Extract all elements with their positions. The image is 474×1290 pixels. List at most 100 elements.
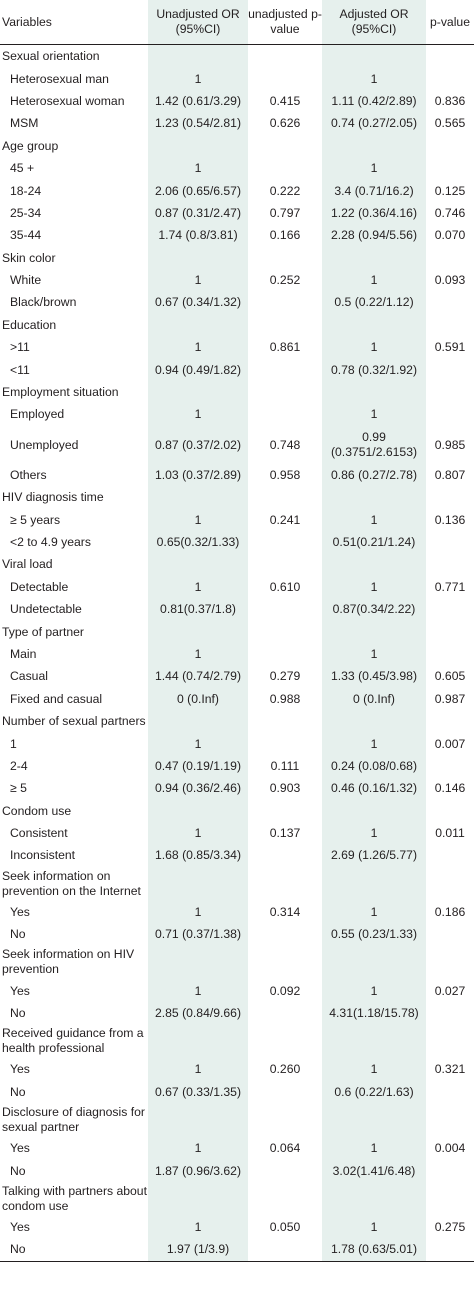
row-label: Heterosexual man bbox=[10, 71, 109, 86]
row-label: 1 bbox=[10, 736, 17, 751]
adjusted-or-cell: 1 bbox=[322, 67, 426, 90]
adjusted-p-cell: 0.011 bbox=[435, 826, 465, 841]
unadjusted-p-cell bbox=[248, 157, 322, 179]
adjusted-p-cell: 0.771 bbox=[434, 579, 466, 594]
unadjusted-p-cell: 0.903 bbox=[269, 781, 301, 796]
adjusted-p-cell: 0.007 bbox=[434, 736, 466, 751]
adjusted-or-cell: 1 bbox=[322, 900, 426, 924]
table-row: White 1 0.252 1 0.093 bbox=[0, 268, 474, 292]
row-label: Detectable bbox=[10, 579, 69, 594]
adjusted-or-cell: 3.4 (0.71/16.2) bbox=[322, 179, 426, 202]
empty-cell bbox=[426, 1103, 474, 1137]
adjusted-p-cell bbox=[426, 67, 474, 89]
row-label: No bbox=[0, 1238, 148, 1262]
row-label: Employed bbox=[10, 407, 65, 422]
unadjusted-or-cell: 0.67 (0.33/1.35) bbox=[148, 1080, 248, 1104]
empty-cell bbox=[148, 799, 248, 822]
row-label: Heterosexual woman bbox=[10, 93, 125, 108]
adjusted-p-cell bbox=[426, 157, 474, 179]
table-row: MSM 1.23 (0.54/2.81) 0.626 0.74 (0.27/2.05)… bbox=[0, 112, 474, 135]
empty-cell bbox=[322, 313, 426, 337]
unadjusted-p-cell bbox=[248, 1238, 322, 1262]
odds-ratio-table: Variables Unadjusted OR (95%CI) unadjust… bbox=[0, 0, 474, 1262]
adjusted-p-cell: 0.985 bbox=[434, 437, 466, 452]
empty-cell bbox=[426, 314, 474, 336]
category-label: Received guidance from a health professi… bbox=[2, 1026, 144, 1056]
category-label: Seek information on prevention on the In… bbox=[2, 868, 141, 898]
adjusted-or-cell: 1 bbox=[322, 156, 426, 180]
adjusted-or-cell: 1 bbox=[322, 642, 426, 666]
row-label: Unemployed bbox=[10, 437, 79, 452]
unadjusted-or-cell: 1 bbox=[148, 1215, 248, 1239]
table-row: Black/brown 0.67 (0.34/1.32) 0.5 (0.22/1.1… bbox=[0, 291, 474, 314]
empty-cell bbox=[248, 620, 322, 642]
empty-cell bbox=[248, 1024, 322, 1058]
unadjusted-p-cell: 0.988 bbox=[269, 691, 301, 706]
empty-cell bbox=[148, 1103, 248, 1138]
unadjusted-or-cell: 1.97 (1/3.9) bbox=[148, 1238, 248, 1262]
row-label: Yes bbox=[10, 1062, 30, 1077]
empty-cell bbox=[426, 247, 474, 269]
unadjusted-or-cell: 1.68 (0.85/3.34) bbox=[148, 844, 248, 867]
empty-cell bbox=[148, 945, 248, 980]
empty-cell bbox=[248, 1103, 322, 1137]
adjusted-p-cell bbox=[426, 291, 474, 313]
table-row: <2 to 4.9 years 0.65(0.32/1.33) 0.51(0.21/… bbox=[0, 530, 474, 554]
empty-cell bbox=[148, 620, 248, 643]
table-row: Undetectable 0.81(0.37/1.8) 0.87(0.34/2.22… bbox=[0, 597, 474, 621]
adjusted-or-cell: 0.46 (0.16/1.32) bbox=[322, 777, 426, 800]
unadjusted-p-cell bbox=[248, 291, 322, 313]
adjusted-p-cell bbox=[426, 643, 474, 665]
table-row: ≥ 5 years 1 0.241 1 0.136 bbox=[0, 508, 474, 531]
table-row: No 0.67 (0.33/1.35) 0.6 (0.22/1.63) bbox=[0, 1080, 474, 1104]
row-label: No bbox=[10, 1163, 26, 1178]
unadjusted-or-cell: 2.85 (0.84/9.66) bbox=[148, 1001, 248, 1025]
unadjusted-or-cell: 1 bbox=[148, 1058, 248, 1081]
adjusted-p-cell: 0.275 bbox=[434, 1219, 466, 1234]
table-row: 25-34 0.87 (0.31/2.47) 0.797 1.22 (0.36/4.1… bbox=[0, 201, 474, 225]
category-label: Number of sexual partners bbox=[2, 714, 146, 729]
row-label: >11 bbox=[10, 340, 30, 355]
unadjusted-or-cell: 1 bbox=[148, 642, 248, 666]
table-row: No 2.85 (0.84/9.66) 4.31(1.18/15.78) bbox=[0, 1001, 474, 1025]
adjusted-p-cell: 0.807 bbox=[434, 467, 466, 482]
table-row: >11 1 0.861 1 0.591 bbox=[0, 336, 474, 359]
table-row: Employed 1 1 bbox=[0, 403, 474, 426]
empty-cell bbox=[248, 45, 322, 68]
row-label: Yes bbox=[10, 1219, 30, 1234]
unadjusted-p-cell bbox=[248, 844, 322, 866]
unadjusted-p-cell bbox=[248, 531, 322, 553]
empty-cell bbox=[322, 709, 426, 733]
unadjusted-p-cell bbox=[248, 732, 322, 754]
adjusted-p-cell bbox=[426, 598, 474, 620]
unadjusted-or-cell: 0.87 (0.31/2.47) bbox=[148, 201, 248, 225]
adjusted-or-cell: 1 bbox=[322, 821, 426, 845]
category-row: Disclosure of diagnosis for sexual partn… bbox=[0, 1103, 474, 1138]
adjusted-or-cell: 0.51(0.21/1.24) bbox=[322, 530, 426, 554]
unadjusted-or-cell: 1 bbox=[148, 156, 248, 180]
empty-cell bbox=[248, 486, 322, 508]
unadjusted-or-cell: 1 bbox=[148, 1137, 248, 1160]
unadjusted-p-cell bbox=[248, 643, 322, 665]
empty-cell bbox=[322, 1024, 426, 1059]
table-row: 1 1 1 0.007 bbox=[0, 732, 474, 755]
unadjusted-or-cell: 1 bbox=[148, 508, 248, 531]
empty-cell bbox=[322, 620, 426, 643]
unadjusted-or-cell: 0.87 (0.37/2.02) bbox=[148, 425, 248, 464]
table-row: Yes 1 0.314 1 0.186 bbox=[0, 900, 474, 924]
adjusted-p-cell: 0.321 bbox=[434, 1062, 466, 1077]
empty-cell bbox=[322, 44, 426, 68]
empty-cell bbox=[426, 945, 474, 979]
header-adjusted-or: Adjusted OR (95%CI) bbox=[322, 0, 426, 45]
table-row: Main 1 1 bbox=[0, 642, 474, 666]
unadjusted-p-cell bbox=[248, 598, 322, 620]
row-label: <2 to 4.9 years bbox=[10, 535, 91, 549]
unadjusted-p-cell: 0.958 bbox=[269, 467, 301, 482]
table-row: Heterosexual woman 1.42 (0.61/3.29) 0.415 1… bbox=[0, 89, 474, 113]
adjusted-p-cell bbox=[426, 1002, 474, 1024]
adjusted-or-cell: 0.99 (0.3751/2.6153) bbox=[322, 425, 426, 464]
unadjusted-p-cell: 0.092 bbox=[269, 983, 301, 998]
adjusted-p-cell: 0.027 bbox=[434, 983, 466, 998]
table-row: Fixed and casual 0 (0.Inf) 0.988 0 (0.Inf) 0… bbox=[0, 687, 474, 710]
unadjusted-or-cell: 1.23 (0.54/2.81) bbox=[148, 112, 248, 135]
